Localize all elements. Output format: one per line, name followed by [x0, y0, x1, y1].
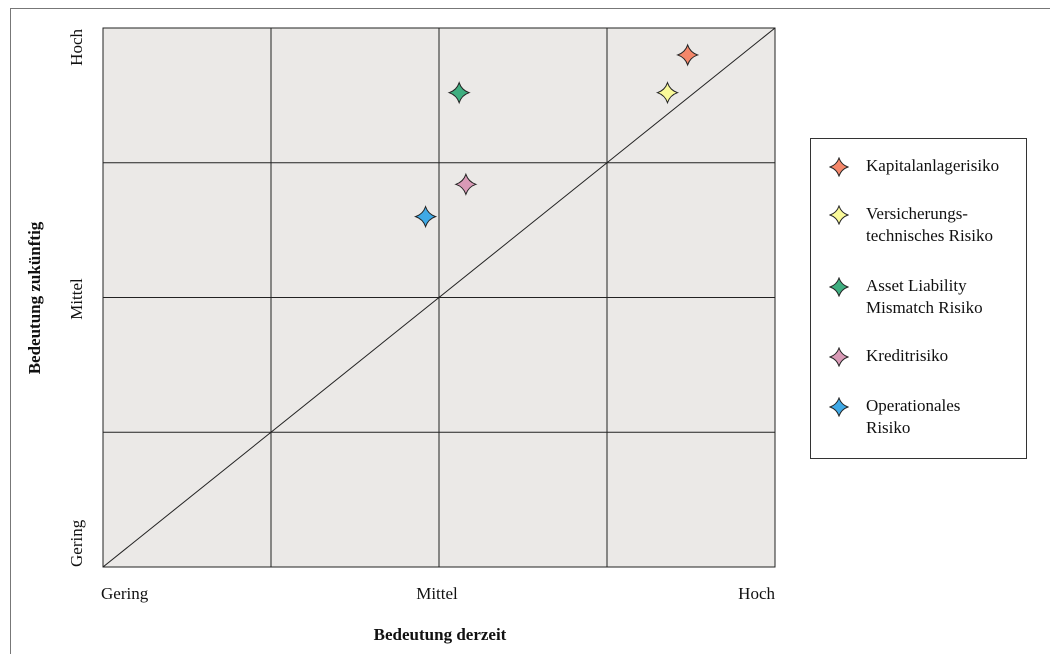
- point-versicherungstechnisches-risiko: [655, 81, 680, 105]
- point-asset-liability-mismatch-risiko: [447, 81, 471, 105]
- diagonal-line: [102, 27, 776, 568]
- legend-marker-operationales-risiko: [829, 397, 849, 417]
- point-kapitalanlagerisiko: [676, 43, 700, 67]
- legend-label-line: Asset Liability: [866, 276, 967, 295]
- x-tick-hoch: Hoch: [738, 584, 775, 603]
- legend-marker-kreditrisiko: [829, 347, 849, 367]
- point-operationales-risiko: [413, 205, 438, 229]
- data-points: [413, 43, 700, 229]
- x-tick-mittel: Mittel: [416, 584, 458, 603]
- legend-label-line: Operationales: [866, 396, 961, 415]
- x-axis-title: Bedeutung derzeit: [374, 625, 507, 644]
- legend-label-kreditrisiko: Kreditrisiko: [866, 345, 948, 367]
- legend-label-operationales-risiko: Operationales Risiko: [866, 395, 960, 439]
- y-tick-gering: Gering: [67, 519, 86, 567]
- legend-label-line: Kreditrisiko: [866, 346, 949, 365]
- y-tick-mittel: Mittel: [67, 278, 86, 320]
- legend-label-kapitalanlagerisiko: Kapitalanlagerisiko: [866, 155, 999, 177]
- legend-label-line: technisches Risiko: [866, 226, 994, 245]
- y-tick-hoch: Hoch: [67, 29, 86, 66]
- figure-frame: [10, 8, 1050, 654]
- legend-label-line: Mismatch Risiko: [866, 298, 983, 317]
- legend-marker-asset-liability-mismatch-risiko: [829, 277, 849, 297]
- x-tick-gering: Gering: [101, 584, 149, 603]
- legend: Kapitalanlagerisiko Versicherungs-technis…: [810, 138, 1027, 459]
- legend-label-line: Risiko: [866, 418, 911, 437]
- y-axis-title: Bedeutung zukünftig: [25, 221, 44, 374]
- legend-label-line: Kapitalanlagerisiko: [866, 156, 1000, 175]
- legend-marker-versicherungstechnisches-risiko: [829, 205, 849, 225]
- legend-marker-kapitalanlagerisiko: [829, 157, 849, 177]
- legend-label-asset-liability-mismatch-risiko: Asset Liability Mismatch Risiko: [866, 275, 983, 319]
- legend-label-line: Versicherungs-: [866, 204, 968, 223]
- legend-label-versicherungstechnisches-risiko: Versicherungs-technisches Risiko: [866, 203, 993, 247]
- point-kreditrisiko: [454, 172, 478, 196]
